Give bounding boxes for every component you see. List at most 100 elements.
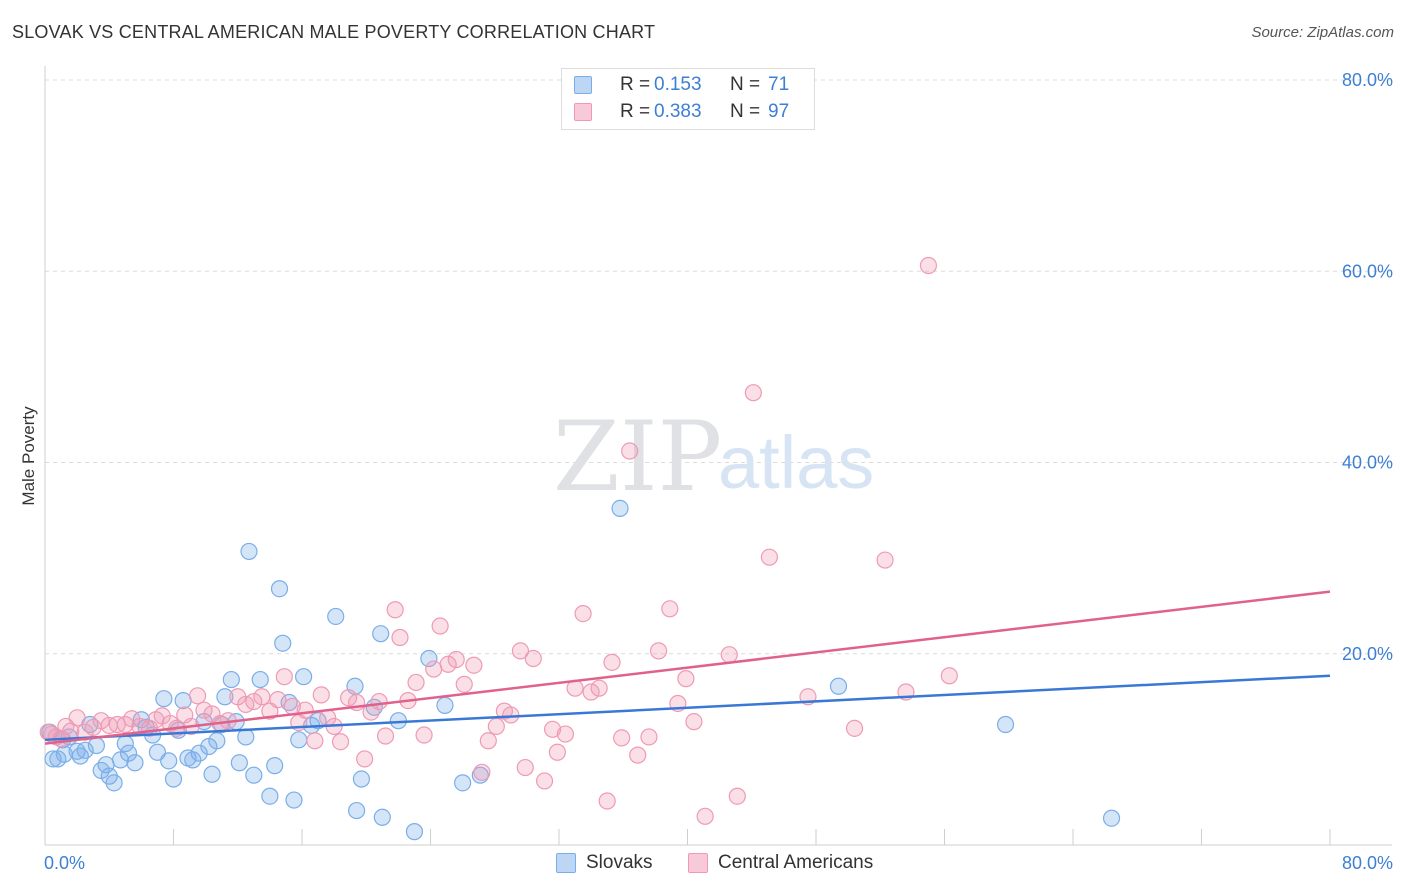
point-central-americans [312, 686, 330, 704]
point-central-americans [479, 732, 497, 750]
point-central-americans [447, 650, 465, 669]
point-slovaks [420, 649, 438, 668]
point-central-americans [339, 689, 358, 707]
point-central-americans [296, 701, 314, 719]
legend-r-label: R = [620, 74, 651, 95]
point-slovaks [352, 770, 371, 788]
point-central-americans [876, 551, 894, 569]
point-slovaks [251, 670, 269, 689]
point-central-americans [465, 656, 483, 674]
point-slovaks [274, 634, 292, 652]
point-central-americans [425, 660, 443, 678]
series-legend: Slovaks Central Americans [0, 852, 1406, 878]
point-central-americans [845, 719, 864, 737]
point-central-americans [677, 670, 695, 688]
point-slovaks [295, 668, 313, 686]
point-central-americans [543, 720, 562, 738]
point-slovaks [327, 607, 345, 626]
point-central-americans [68, 709, 86, 727]
legend-r-label: R = [620, 101, 651, 122]
point-slovaks [261, 787, 279, 805]
point-central-americans [356, 750, 374, 768]
legend-r-value: 0.383 [654, 101, 702, 122]
point-slovaks [372, 625, 390, 643]
point-central-americans [92, 712, 110, 730]
point-slovaks [174, 692, 192, 710]
point-central-americans [195, 701, 213, 719]
x-tick-label-min: 0.0% [44, 853, 85, 873]
point-central-americans [574, 604, 592, 623]
point-slovaks [87, 736, 106, 755]
point-central-americans [649, 642, 668, 660]
source-label: Source: ZipAtlas.com [1251, 24, 1394, 41]
point-central-americans [415, 726, 433, 744]
point-central-americans [685, 713, 703, 731]
legend-swatch-slovaks [574, 76, 592, 94]
point-slovaks [155, 690, 173, 708]
point-slovaks [1102, 809, 1121, 827]
watermark-zip: ZIP [553, 401, 722, 513]
point-slovaks [471, 766, 489, 784]
legend-n-value: 97 [768, 101, 790, 122]
legend-r-value: 0.153 [654, 74, 702, 95]
point-slovaks [164, 770, 183, 788]
point-central-americans [516, 758, 534, 777]
chart-title: SLOVAK VS CENTRAL AMERICAN MALE POVERTY … [12, 22, 656, 42]
point-central-americans [582, 683, 600, 701]
point-central-americans [524, 649, 542, 668]
point-central-americans [391, 628, 409, 647]
point-central-americans [245, 692, 263, 711]
y-tick-label: 20.0% [1342, 644, 1393, 664]
point-slovaks [190, 744, 208, 762]
point-slovaks [348, 801, 366, 820]
data-points [39, 256, 1121, 841]
point-central-americans [386, 601, 404, 619]
point-slovaks [285, 791, 303, 809]
point-central-americans [640, 728, 658, 746]
legend-n-label: N = [730, 74, 761, 95]
point-central-americans [613, 729, 631, 747]
correlation-legend: R = 0.153 N = 71 R = 0.383 N = 97 [561, 68, 815, 130]
point-slovaks [203, 765, 221, 783]
point-slovaks [184, 751, 202, 769]
legend-n-label: N = [730, 101, 761, 122]
point-slovaks [216, 688, 234, 706]
point-slovaks [405, 823, 424, 841]
point-slovaks [996, 715, 1015, 734]
point-central-americans [431, 617, 449, 635]
axes [44, 66, 1392, 846]
point-central-americans [720, 646, 738, 664]
point-central-americans [306, 732, 324, 750]
point-central-americans [487, 717, 505, 736]
point-slovaks [270, 580, 289, 598]
point-slovaks [237, 728, 255, 746]
point-slovaks [44, 750, 62, 768]
legend-label-slovaks: Slovaks [586, 852, 653, 873]
point-slovaks [160, 752, 178, 770]
point-slovaks [230, 754, 248, 772]
point-central-americans [376, 727, 395, 745]
point-slovaks [126, 754, 144, 772]
legend-swatch-central-americans [574, 103, 592, 121]
point-central-americans [598, 792, 616, 810]
legend-swatch-central-americans [688, 853, 708, 873]
point-central-americans [407, 673, 425, 692]
point-slovaks [611, 499, 629, 517]
gridlines [45, 79, 1392, 655]
watermark-atlas: atlas [718, 421, 874, 504]
point-slovaks [436, 696, 454, 714]
point-central-americans [535, 772, 554, 790]
point-central-americans [728, 787, 746, 805]
point-central-americans [556, 725, 575, 743]
point-central-americans [603, 653, 621, 671]
point-central-americans [188, 687, 207, 705]
point-central-americans [940, 667, 958, 685]
point-slovaks [119, 744, 138, 762]
point-central-americans [696, 807, 714, 825]
point-central-americans [439, 655, 457, 673]
point-central-americans [661, 600, 679, 618]
point-central-americans [455, 675, 473, 693]
point-central-americans [116, 715, 134, 734]
point-central-americans [370, 692, 388, 711]
